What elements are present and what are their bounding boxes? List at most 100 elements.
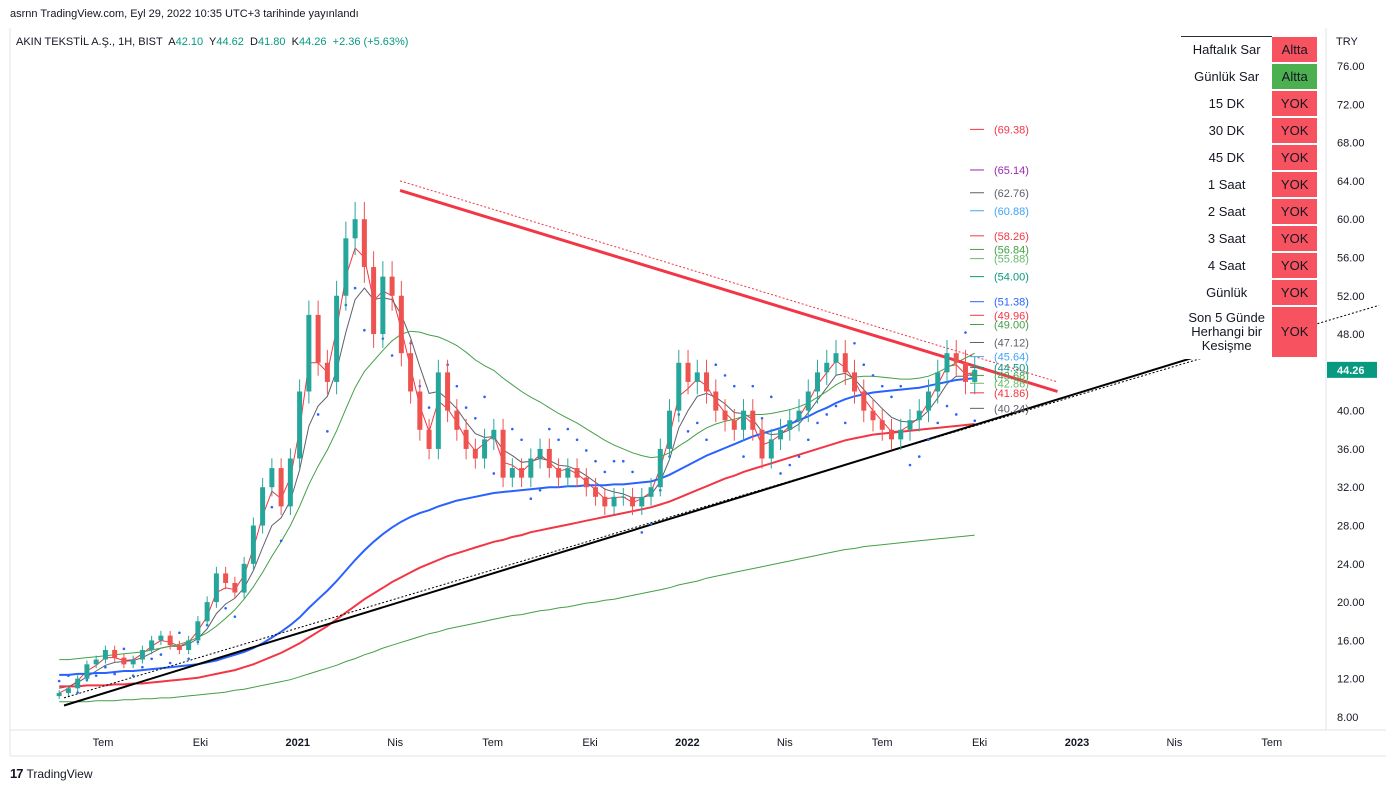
sar-dot [964, 331, 967, 334]
sar-dot [779, 472, 782, 475]
candle-body [639, 496, 645, 507]
candle-body [93, 659, 99, 665]
candle-body [722, 410, 728, 421]
sar-dot [825, 413, 829, 416]
symbol-name: AKIN TEKSTİL A.Ş., 1H, BIST [16, 36, 163, 48]
candle-body [435, 372, 441, 449]
ma-line [59, 377, 975, 676]
last-price-badge [1327, 361, 1377, 378]
signal-row: 4 Saat YOK [1181, 251, 1317, 280]
candle-body [528, 458, 534, 478]
candle-body [306, 314, 312, 392]
candle-body [870, 410, 876, 421]
candle-body [65, 688, 71, 694]
candle-body [574, 468, 580, 478]
sar-dot [760, 417, 764, 420]
candle-body [195, 621, 201, 641]
candle-body [250, 525, 256, 564]
candle-body [676, 362, 682, 411]
level-label: (54.00) [994, 272, 1029, 284]
ma-line [59, 330, 975, 661]
sar-dot [529, 497, 533, 501]
sar-dot [187, 657, 190, 661]
level-label: (47.12) [994, 337, 1029, 349]
sar-dot [649, 522, 653, 526]
candle-body [824, 362, 830, 373]
candle-body [454, 410, 460, 430]
level-label: (65.14) [994, 165, 1029, 177]
candle-body [759, 429, 765, 459]
ma-line [59, 423, 975, 688]
signal-value: Altta [1272, 36, 1317, 64]
level-label: (40.24) [994, 403, 1029, 415]
trendline [399, 180, 1058, 383]
candle-body [287, 458, 293, 507]
symbol-legend[interactable]: AKIN TEKSTİL A.Ş., 1H, BIST A42.10 Y44.6… [16, 36, 409, 48]
x-tick-label: Eki [582, 737, 597, 749]
candle-body [611, 496, 617, 507]
sar-dot [326, 430, 329, 433]
sar-dot [548, 427, 551, 431]
candle-body [56, 693, 62, 697]
sar-dot [890, 395, 893, 399]
candle-body [408, 353, 414, 392]
y-tick-label: 32.00 [1337, 482, 1365, 494]
signal-label: 30 DK [1181, 116, 1273, 145]
signal-value: Altta [1272, 63, 1317, 91]
x-tick-label: Nis [387, 737, 403, 749]
level-label: (41.86) [994, 388, 1029, 400]
candle-body [648, 487, 654, 497]
sar-dot [131, 674, 135, 677]
candle-body [657, 448, 663, 488]
x-tick-label: 2022 [675, 737, 699, 749]
level-label: (56.84) [994, 244, 1029, 256]
last-price-label: 44.26 [1337, 365, 1365, 377]
candle-body [602, 496, 608, 507]
sar-dot [538, 488, 542, 492]
signal-value: YOK [1272, 306, 1317, 359]
candle-body [907, 420, 913, 430]
candle-body [805, 391, 811, 411]
signal-row: 2 Saat YOK [1181, 197, 1317, 226]
candle-body [121, 657, 127, 665]
sar-dot [94, 674, 98, 677]
signal-row: Son 5 Günde Herhangi bir Kesişme YOK [1181, 305, 1317, 359]
candle-body [731, 420, 737, 430]
level-label: (42.86) [994, 378, 1029, 390]
sar-dot [880, 384, 884, 388]
y-tick-label: 24.00 [1337, 559, 1365, 571]
sar-dot [843, 421, 847, 425]
sar-dot [695, 421, 699, 425]
y-tick-label: 52.00 [1337, 291, 1365, 303]
sar-dot [353, 286, 357, 290]
y-tick-label: 68.00 [1337, 138, 1365, 150]
footer-brand[interactable]: 17 TradingView [10, 766, 93, 781]
level-label: (44.50) [994, 363, 1029, 375]
candle-body [741, 410, 747, 430]
x-tick-label: Tem [872, 737, 893, 749]
candle-body [750, 410, 756, 430]
sar-dot [575, 438, 579, 442]
level-label: (62.76) [994, 188, 1029, 200]
candle-body [713, 391, 719, 411]
x-tick-label: Nis [1166, 737, 1182, 749]
signal-label: 1 Saat [1181, 170, 1273, 199]
candle-body [500, 429, 506, 478]
sar-dot [686, 430, 690, 433]
candle-body [879, 420, 885, 430]
y-tick-label: 56.00 [1337, 252, 1365, 264]
sar-dot [899, 384, 903, 388]
signal-value: YOK [1272, 252, 1317, 280]
signal-row: 45 DK YOK [1181, 143, 1317, 172]
candle-body [389, 276, 395, 296]
sar-dot [178, 631, 181, 635]
signal-label: 45 DK [1181, 143, 1273, 172]
candle-body [260, 487, 266, 526]
sar-dot [714, 363, 718, 366]
candle-body [176, 645, 182, 650]
x-tick-label: 2021 [286, 737, 310, 749]
x-tick-label: Tem [93, 737, 114, 749]
publish-info: asrnn TradingView.com, Eyl 29, 2022 10:3… [10, 8, 359, 20]
candle-body [352, 219, 358, 239]
